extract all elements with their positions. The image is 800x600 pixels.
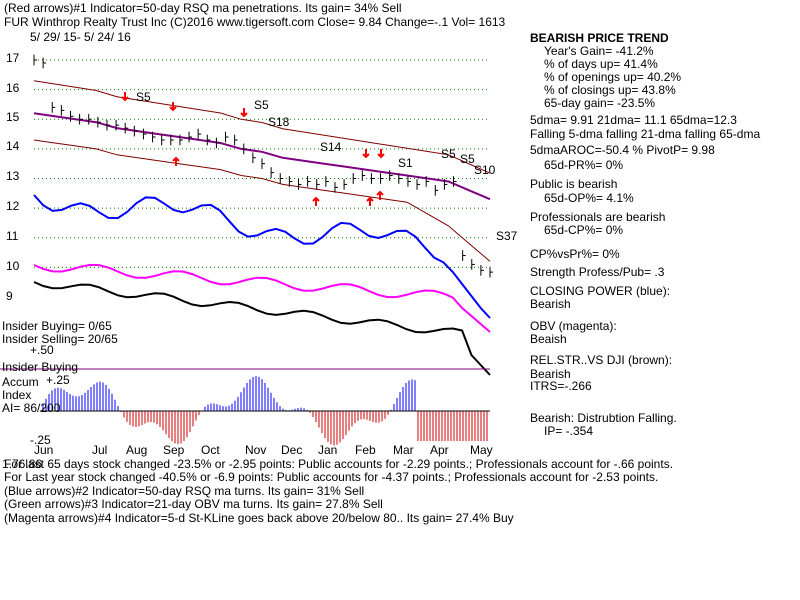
pr-65day: 65d-PR%= 0% xyxy=(544,158,624,172)
relstr-state: Bearish xyxy=(530,367,571,381)
gain-65day: 65-day gain= -23.5% xyxy=(544,96,656,110)
x-month-aug: Aug xyxy=(126,443,148,457)
buy-arrow xyxy=(312,196,320,206)
cp-65day: 65d-CP%= 0% xyxy=(544,223,624,237)
year-gain: Year's Gain= -41.2% xyxy=(544,44,654,58)
y-tick-14: 14 xyxy=(6,139,20,153)
footer-65day: For last 65 days stock changed -23.5% or… xyxy=(4,457,674,471)
professionals-state: Professionals are bearish xyxy=(530,210,666,224)
upper-band-line xyxy=(33,80,491,174)
ma65-line xyxy=(33,112,491,201)
obv-line xyxy=(33,263,491,333)
signal-label-s10: S10 xyxy=(474,163,496,177)
signal-label-s37: S37 xyxy=(496,229,518,243)
falling-dma: Falling 5-dma falling 21-dma falling 65-… xyxy=(530,127,761,141)
itrs-value: ITRS=-.266 xyxy=(530,379,592,393)
x-month-jul: Jul xyxy=(92,443,108,457)
stock-title-line: FUR Winthrop Realty Trust Inc (C)2016 ww… xyxy=(4,15,506,29)
footer-year: For Last year stock changed -40.5% or -6… xyxy=(4,470,659,484)
signal-label-s5-apr: S5 xyxy=(441,147,456,161)
sell-arrow xyxy=(240,108,248,118)
buy-arrow xyxy=(172,156,180,166)
op-65day: 65d-OP%= 4.1% xyxy=(544,191,634,205)
relative-strength-line xyxy=(33,281,491,376)
accum-minus25-label: -.25 xyxy=(30,433,51,447)
y-tick-11: 11 xyxy=(6,229,19,243)
sell-arrow xyxy=(169,102,177,112)
accum-plus25-label: +.25 xyxy=(46,373,70,387)
sell-arrow xyxy=(121,92,129,102)
dma-values: 5dma= 9.91 21dma= 11.1 65dma=12.3 xyxy=(530,113,737,127)
y-tick-15: 15 xyxy=(6,110,20,124)
y-tick-9: 9 xyxy=(6,289,13,303)
x-month-jan: Jan xyxy=(318,443,338,457)
signal-label-s1: S1 xyxy=(398,156,413,170)
buy-arrow xyxy=(376,190,384,200)
obv-title: OBV (magenta): xyxy=(530,319,617,333)
x-month-feb: Feb xyxy=(355,443,376,457)
x-month-may: May xyxy=(470,443,493,457)
indicator1-title: (Red arrows)#1 Indicator=50-day RSQ ma p… xyxy=(4,1,402,15)
footer-indicator2: (Blue arrows)#2 Indicator=50-day RSQ ma … xyxy=(4,484,365,498)
obv-state: Beaish xyxy=(530,332,567,346)
signal-label-s5-aug: S5 xyxy=(136,90,151,104)
public-state: Public is bearish xyxy=(530,177,618,191)
closings-up: % of closings up= 43.8% xyxy=(544,83,676,97)
y-tick-13: 13 xyxy=(6,169,20,183)
overlap-date-label: 1.76.86 xyxy=(2,457,43,471)
x-month-jun: Jun xyxy=(34,443,54,457)
insider-selling-label: Insider Selling= 20/65 xyxy=(2,332,118,346)
x-month-oct: Oct xyxy=(201,443,220,457)
footer-indicator3: (Green arrows)#3 Indicator=21-day OBV ma… xyxy=(4,497,383,511)
x-month-dec: Dec xyxy=(281,443,303,457)
buy-arrow xyxy=(366,196,374,206)
sell-arrow xyxy=(377,149,385,159)
trend-title: BEARISH PRICE TREND xyxy=(530,31,669,45)
relstr-title: REL.STR..VS DJI (brown): xyxy=(530,353,673,367)
y-tick-12: 12 xyxy=(6,199,20,213)
ai-label: AI= 86/200 xyxy=(2,401,61,415)
lower-band-line xyxy=(33,139,491,262)
closing-power-line xyxy=(33,194,491,319)
signal-label-s14: S14 xyxy=(320,140,342,154)
openings-up: % of openings up= 40.2% xyxy=(544,70,682,84)
signal-label-s5-apr2: S5 xyxy=(460,152,475,166)
insider-buying-line-label: Insider Buying xyxy=(2,360,79,374)
accum-label: Accum xyxy=(2,375,39,389)
index-label: Index xyxy=(2,388,32,402)
y-tick-17: 17 xyxy=(6,51,20,65)
ip-value: IP= -.354 xyxy=(544,424,594,438)
date-range: 5/ 29/ 15- 5/ 24/ 16 xyxy=(30,30,131,44)
x-month-sep: Sep xyxy=(163,443,185,457)
signal-label-s5-nov: S5 xyxy=(254,98,269,112)
signal-label-s18: S18 xyxy=(268,115,290,129)
x-month-nov: Nov xyxy=(245,443,267,457)
sell-arrow xyxy=(362,149,370,159)
footer-indicator4: (Magenta arrows)#4 Indicator=5-d St-KLin… xyxy=(4,511,514,525)
y-tick-10: 10 xyxy=(6,259,20,273)
x-month-mar: Mar xyxy=(393,443,414,457)
aroc-pivot: 5dmaAROC=-50.4 % PivotP= 9.98 xyxy=(530,143,715,157)
closing-power-title: CLOSING POWER (blue): xyxy=(530,284,671,298)
closing-power-state: Bearish xyxy=(530,297,571,311)
days-up: % of days up= 41.4% xyxy=(544,57,658,71)
strength-ratio: Strength Profess/Pub= .3 xyxy=(530,265,665,279)
y-tick-16: 16 xyxy=(6,81,20,95)
insider-buying-label: Insider Buying= 0/65 xyxy=(2,319,112,333)
cp-vs-pr: CP%vsPr%= 0% xyxy=(530,247,620,261)
accum-plus50-label: +.50 xyxy=(30,343,54,357)
x-month-apr: Apr xyxy=(430,443,449,457)
distribution-title: Bearish: Distrubtion Falling. xyxy=(530,411,677,425)
